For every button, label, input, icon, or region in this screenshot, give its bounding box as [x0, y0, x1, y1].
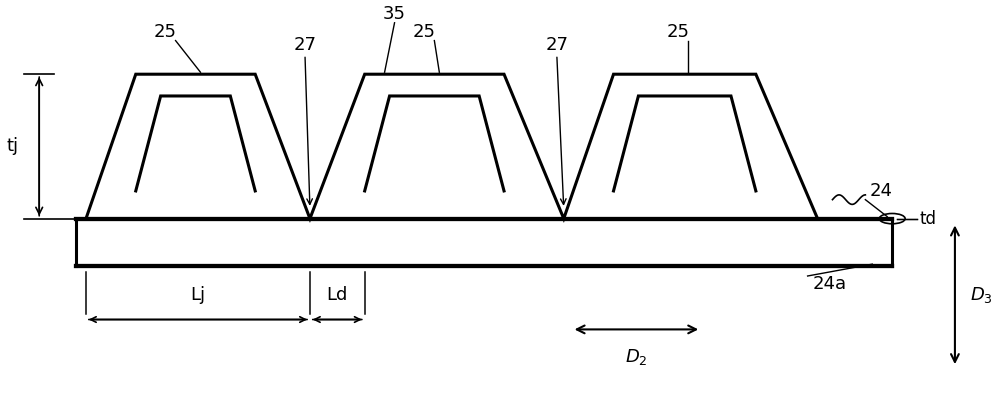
Text: 25: 25 — [413, 23, 436, 40]
Text: 27: 27 — [293, 36, 316, 55]
Text: Lj: Lj — [190, 286, 206, 304]
Polygon shape — [614, 96, 756, 191]
Polygon shape — [365, 96, 504, 191]
Text: 35: 35 — [383, 5, 406, 23]
Text: 24: 24 — [869, 182, 892, 200]
Text: $D_2$: $D_2$ — [625, 347, 648, 367]
Text: 24a: 24a — [813, 275, 847, 293]
Text: Ld: Ld — [327, 286, 348, 304]
Text: $D_3$: $D_3$ — [970, 285, 993, 305]
Polygon shape — [76, 74, 892, 266]
Text: td: td — [919, 210, 936, 227]
Polygon shape — [136, 96, 255, 191]
Text: 25: 25 — [154, 23, 177, 40]
Text: tj: tj — [6, 137, 18, 156]
Text: 25: 25 — [667, 23, 690, 40]
Polygon shape — [76, 219, 892, 266]
Text: 27: 27 — [545, 36, 568, 55]
